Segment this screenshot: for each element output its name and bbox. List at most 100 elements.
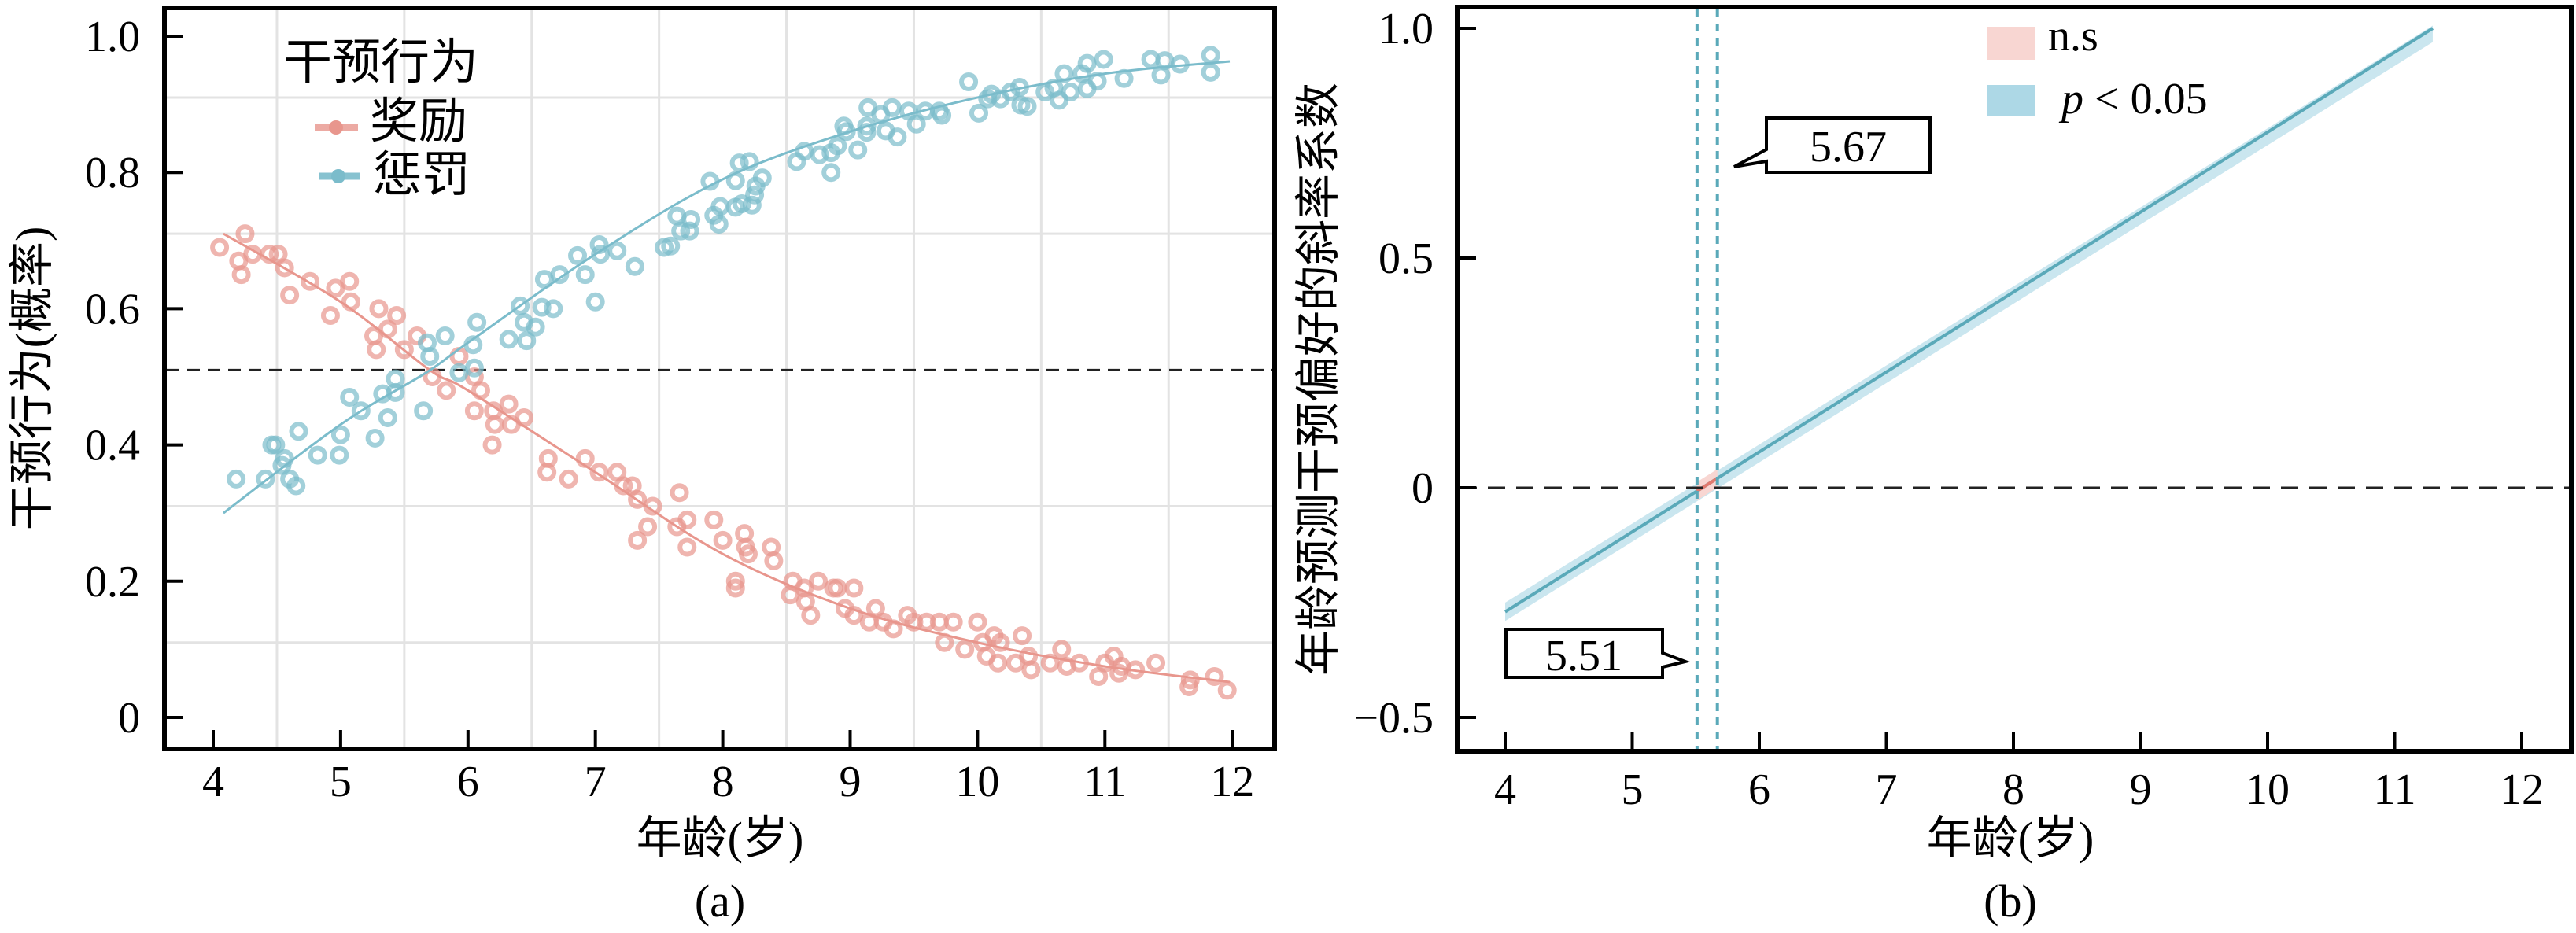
data-point-punish [420,347,440,367]
y-tick-label: 0.6 [85,285,140,334]
data-point-punish [435,326,455,346]
panel-a-x-label: 年龄(岁) [637,813,804,864]
y-tick-label: 1.0 [85,13,140,61]
y-tick-label: 0.2 [85,558,140,607]
data-point-punish [828,136,847,156]
y-tick-label: 0.5 [1378,234,1434,283]
data-point-reward [628,530,648,550]
x-tick-label: 7 [1876,765,1898,814]
data-point-reward [943,612,963,632]
data-point-reward [387,306,407,326]
scatter-points [210,46,1237,700]
x-tick-label: 11 [1083,758,1126,806]
data-point-punish [351,401,371,421]
legend-sig-swatch [1987,85,2035,116]
data-point-punish [857,123,877,142]
x-tick-label: 7 [585,758,607,806]
x-tick-label: 12 [1210,758,1254,806]
data-point-punish [467,312,487,332]
x-tick-label: 8 [712,758,734,806]
data-point-punish [340,387,360,407]
x-tick-label: 12 [2500,765,2544,814]
legend-punish-marker [331,169,345,183]
data-point-punish [740,152,759,171]
data-point-punish [414,401,434,421]
callout-5.67: 5.67 [1733,116,1932,174]
data-point-punish [821,163,841,183]
data-point-reward [394,340,414,360]
data-point-reward [369,299,389,319]
data-point-reward [968,612,987,632]
data-point-punish [1094,50,1113,69]
data-point-punish [745,185,765,205]
data-point-punish [680,221,699,241]
callout-5.51: 5.51 [1504,628,1691,680]
panel-b-legend: n.s p < 0.05 [1987,12,2208,124]
data-point-reward [704,510,724,529]
data-point-reward [844,606,864,625]
data-point-punish [568,245,588,265]
panel-a-legend: 干预行为 奖励 惩罚 [283,36,478,202]
y-tick-label: 0 [118,694,140,743]
legend-title: 干预行为 [283,36,478,90]
data-point-reward [1006,653,1025,673]
panel-b-x-label: 年龄(岁) [1927,813,2094,864]
legend-punish-label: 惩罚 [373,149,471,202]
data-point-reward [955,640,975,659]
data-point-reward [437,381,456,400]
legend-ns-label: n.s [2048,12,2098,61]
panel-b-ticks: 4 5 6 7 8 9 10 11 12 −0.5 0 0.5 1.0 [1353,5,2544,814]
legend-reward-label: 奖励 [370,95,467,149]
data-point-reward [764,551,784,570]
panel-b: 4 5 6 7 8 9 10 11 12 −0.5 0 0.5 1.0 5.67 5.51 n.s p … [1293,5,2574,927]
data-point-reward [670,483,689,503]
data-point-punish [742,195,762,215]
data-point-reward [231,265,251,285]
data-point-punish [1201,46,1220,65]
y-tick-label: −0.5 [1353,694,1434,743]
x-tick-label: 11 [2374,765,2416,814]
y-tick-label: 0.8 [85,149,140,197]
panel-a: 4 5 6 7 8 9 10 11 12 0 0.2 0.4 0.6 0.8 1.0 干预行为(概率) 年龄… [6,6,1277,927]
data-point-punish [1201,62,1220,82]
data-point-reward [501,415,521,434]
data-point-punish [308,445,327,465]
x-tick-label: 4 [202,758,224,806]
data-point-punish [526,317,545,337]
data-point-reward [1021,660,1041,680]
data-point-reward [809,571,829,591]
data-point-punish [532,297,552,317]
data-point-punish [499,330,519,349]
fit-line-punish [223,60,1231,514]
data-point-punish [625,256,644,276]
data-point-punish [661,236,681,256]
data-point-reward [340,271,360,291]
panel-a-frame [162,6,1277,751]
x-tick-label: 9 [840,758,862,806]
data-point-reward [482,435,502,455]
x-tick-label: 8 [2002,765,2024,814]
data-point-punish [969,103,989,123]
data-point-reward [559,469,578,489]
y-tick-label: 0.4 [85,422,140,470]
data-point-punish [386,369,405,389]
data-point-punish [272,455,292,475]
data-point-reward [713,530,733,550]
data-point-punish [286,476,306,496]
data-point-reward [485,415,504,434]
legend-ns-swatch [1987,27,2035,60]
data-point-reward [280,286,300,305]
data-point-punish [899,101,918,121]
slope-line [1504,27,2434,614]
data-point-reward [1109,663,1129,683]
fit-line-reward [223,232,1231,684]
data-point-punish [1114,68,1134,88]
data-point-punish [365,428,385,448]
data-point-punish [449,363,469,382]
data-point-punish [710,197,730,216]
panel-a-label: (a) [695,876,745,927]
data-point-reward [738,544,758,564]
data-point-punish [888,127,907,147]
callout-5.67-text: 5.67 [1810,123,1887,171]
